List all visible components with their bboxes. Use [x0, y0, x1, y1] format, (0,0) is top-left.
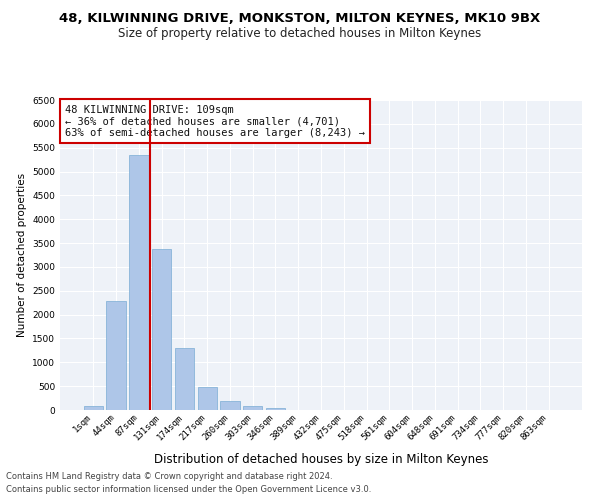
Text: Size of property relative to detached houses in Milton Keynes: Size of property relative to detached ho…: [118, 28, 482, 40]
Bar: [175, 348, 194, 410]
Y-axis label: Number of detached properties: Number of detached properties: [17, 173, 26, 337]
Bar: [243, 406, 262, 410]
X-axis label: Distribution of detached houses by size in Milton Keynes: Distribution of detached houses by size …: [154, 453, 488, 466]
Bar: [266, 408, 285, 410]
Text: 48, KILWINNING DRIVE, MONKSTON, MILTON KEYNES, MK10 9BX: 48, KILWINNING DRIVE, MONKSTON, MILTON K…: [59, 12, 541, 26]
Bar: [106, 302, 126, 410]
Bar: [197, 387, 217, 410]
Text: 48 KILWINNING DRIVE: 109sqm
← 36% of detached houses are smaller (4,701)
63% of : 48 KILWINNING DRIVE: 109sqm ← 36% of det…: [65, 104, 365, 138]
Bar: [84, 406, 103, 410]
Bar: [220, 401, 239, 410]
Text: Contains public sector information licensed under the Open Government Licence v3: Contains public sector information licen…: [6, 485, 371, 494]
Bar: [129, 155, 149, 410]
Bar: [152, 249, 172, 410]
Text: Contains HM Land Registry data © Crown copyright and database right 2024.: Contains HM Land Registry data © Crown c…: [6, 472, 332, 481]
